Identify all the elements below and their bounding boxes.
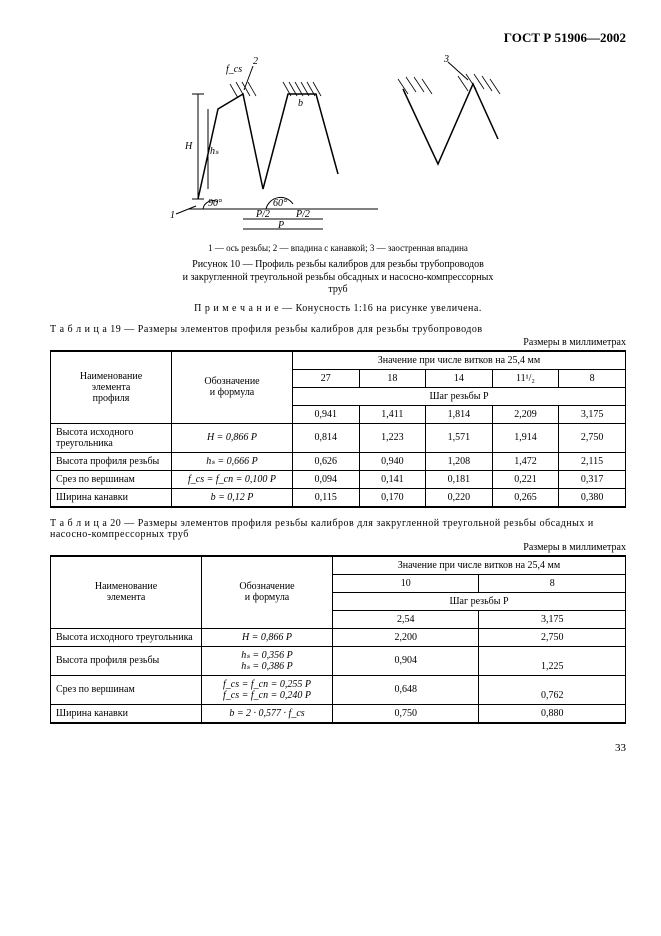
svg-text:f_cs: f_cs bbox=[226, 64, 242, 75]
table-row: Срез по вершинамf_cs = f_cn = 0,255 P f_… bbox=[51, 675, 626, 704]
svg-text:P/2: P/2 bbox=[295, 209, 310, 220]
diagram-legend: 1 — ось резьбы; 2 — впадина с канавкой; … bbox=[50, 243, 626, 253]
table-row: Высота исходного треугольникаH = 0,866 P… bbox=[51, 423, 626, 452]
figure-note: П р и м е ч а н и е — Конусность 1:16 на… bbox=[50, 303, 626, 314]
table-19: Наименование элемента профиля Обозначени… bbox=[50, 350, 626, 508]
units-label: Размеры в миллиметрах bbox=[50, 337, 626, 348]
figure-title: Рисунок 10 — Профиль резьбы калибров для… bbox=[50, 259, 626, 297]
table-row: Ширина канавкиb = 0,12 P 0,1150,1700,220… bbox=[51, 488, 626, 507]
table20-title: Т а б л и ц а 20 — Размеры элементов про… bbox=[50, 518, 626, 540]
svg-text:1: 1 bbox=[170, 210, 175, 221]
col-values-header: Значение при числе витков на 25,4 мм bbox=[293, 351, 626, 370]
svg-text:3: 3 bbox=[443, 54, 449, 65]
units-label: Размеры в миллиметрах bbox=[50, 542, 626, 553]
svg-text:hₛ: hₛ bbox=[210, 146, 219, 157]
col-name: Наименование элемента bbox=[51, 556, 202, 629]
svg-text:90°: 90° bbox=[208, 198, 222, 209]
page-number: 33 bbox=[50, 742, 626, 754]
svg-text:P/2: P/2 bbox=[255, 209, 270, 220]
table-row: Высота профиля резьбыhₛ = 0,666 P 0,6260… bbox=[51, 452, 626, 470]
svg-text:60°: 60° bbox=[273, 198, 287, 209]
thread-profile-diagram: 1 2 3 H hₛ f_cs b P/2 P/2 P 90° 60° bbox=[50, 54, 626, 237]
svg-text:b: b bbox=[298, 98, 303, 109]
svg-text:P: P bbox=[277, 220, 284, 231]
doc-standard-id: ГОСТ Р 51906—2002 bbox=[50, 30, 626, 46]
svg-text:2: 2 bbox=[253, 56, 258, 67]
table-row: Срез по вершинамf_cs = f_cn = 0,100 P 0,… bbox=[51, 470, 626, 488]
table19-title: Т а б л и ц а 19 — Размеры элементов про… bbox=[50, 324, 626, 335]
col-name: Наименование элемента профиля bbox=[51, 351, 172, 424]
svg-text:H: H bbox=[184, 141, 193, 152]
table-20: Наименование элемента Обозначение и форм… bbox=[50, 555, 626, 724]
table-row: Высота исходного треугольникаH = 0,866 P… bbox=[51, 628, 626, 646]
col-formula: Обозначение и формула bbox=[202, 556, 333, 629]
col-formula: Обозначение и формула bbox=[172, 351, 293, 424]
table-row: Ширина канавкиb = 2 · 0,577 · f_cs 0,750… bbox=[51, 704, 626, 723]
table-row: Высота профиля резьбыhₛ = 0,356 P hₛ = 0… bbox=[51, 646, 626, 675]
